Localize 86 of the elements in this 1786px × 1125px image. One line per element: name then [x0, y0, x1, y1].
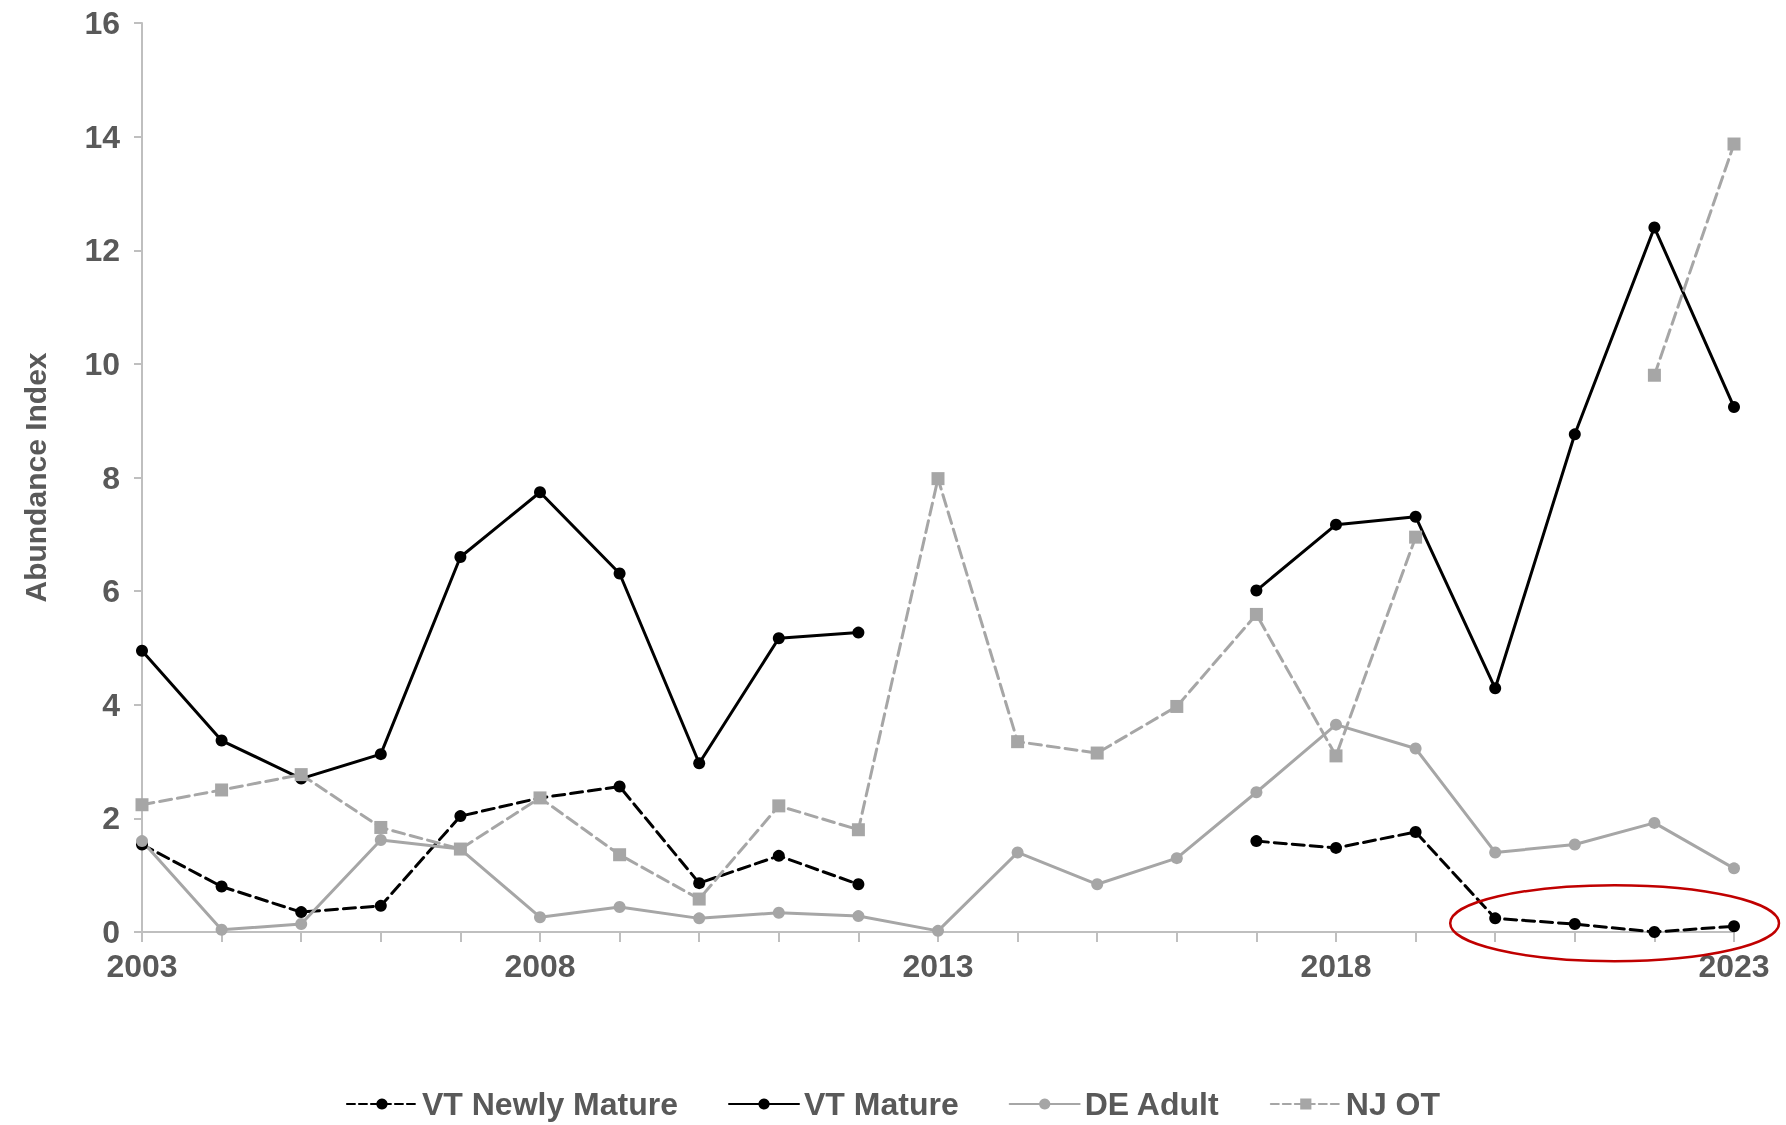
point	[215, 880, 228, 893]
point	[534, 486, 546, 499]
point	[613, 901, 626, 913]
point	[1330, 518, 1342, 531]
point	[215, 734, 228, 747]
legend-label: VT Mature	[804, 1086, 959, 1122]
x-tick-label: 2023	[1698, 948, 1770, 984]
point	[1648, 816, 1661, 829]
point	[374, 833, 387, 846]
point	[1091, 878, 1104, 891]
y-tick-label: 16	[84, 5, 120, 41]
point	[1728, 401, 1740, 414]
x-tick-label: 2003	[106, 948, 178, 984]
point	[1011, 735, 1025, 749]
point	[1409, 530, 1423, 544]
point	[693, 877, 706, 890]
point	[1090, 746, 1104, 760]
point	[1250, 786, 1263, 799]
point	[852, 910, 865, 923]
point	[1648, 926, 1661, 938]
x-tick-label: 2018	[1300, 948, 1372, 984]
point	[1568, 428, 1581, 441]
point	[295, 906, 308, 919]
point	[1409, 510, 1422, 523]
y-tick-label: 12	[84, 232, 120, 269]
x-tick-label: 2013	[902, 948, 974, 984]
point	[851, 823, 865, 837]
point	[1011, 846, 1024, 859]
point	[1568, 918, 1581, 931]
point	[294, 768, 308, 782]
point	[1250, 584, 1263, 597]
point	[852, 626, 865, 639]
point	[1170, 699, 1184, 713]
point	[1568, 838, 1581, 851]
point	[1409, 742, 1422, 755]
point	[613, 780, 626, 793]
point	[1728, 862, 1740, 875]
point	[1409, 826, 1422, 839]
legend-label: VT Newly Mature	[421, 1086, 679, 1122]
point	[692, 892, 706, 906]
point	[1249, 607, 1263, 621]
y-tick-label: 2	[102, 800, 120, 837]
point	[772, 849, 785, 862]
legend-label: DE Adult	[1084, 1086, 1219, 1122]
point	[772, 906, 785, 919]
point	[136, 644, 148, 657]
point	[1170, 852, 1183, 865]
point	[1329, 749, 1343, 763]
point	[215, 923, 228, 936]
point	[374, 899, 387, 912]
point	[1489, 846, 1502, 859]
point	[613, 848, 627, 862]
y-tick-label: 0	[102, 914, 120, 950]
point	[693, 912, 706, 925]
point	[1250, 835, 1263, 848]
point	[693, 757, 706, 770]
point	[374, 748, 387, 761]
point	[1489, 912, 1502, 925]
point	[1330, 718, 1342, 731]
point	[852, 878, 865, 891]
x-tick-label: 2008	[504, 948, 576, 984]
y-tick-label: 6	[102, 573, 120, 610]
y-tick-label: 14	[84, 118, 121, 155]
point	[772, 632, 785, 645]
legend-label: NJ OT	[1345, 1086, 1441, 1122]
point	[1489, 682, 1502, 695]
point	[454, 810, 467, 823]
point	[1727, 137, 1741, 151]
y-tick-label: 8	[102, 459, 120, 496]
point	[772, 799, 786, 813]
y-tick-label: 4	[102, 686, 121, 723]
point	[295, 918, 308, 931]
y-tick-label: 10	[84, 345, 120, 382]
y-axis-title: Abundance Index	[18, 352, 52, 603]
point	[613, 567, 626, 580]
point	[374, 820, 388, 834]
point	[1330, 841, 1342, 854]
point	[1648, 221, 1661, 234]
point	[534, 911, 546, 924]
point	[454, 551, 467, 564]
point	[1647, 368, 1661, 382]
point	[931, 472, 945, 486]
point	[1728, 920, 1740, 933]
point	[215, 783, 229, 797]
point	[932, 924, 944, 937]
point	[135, 798, 149, 812]
